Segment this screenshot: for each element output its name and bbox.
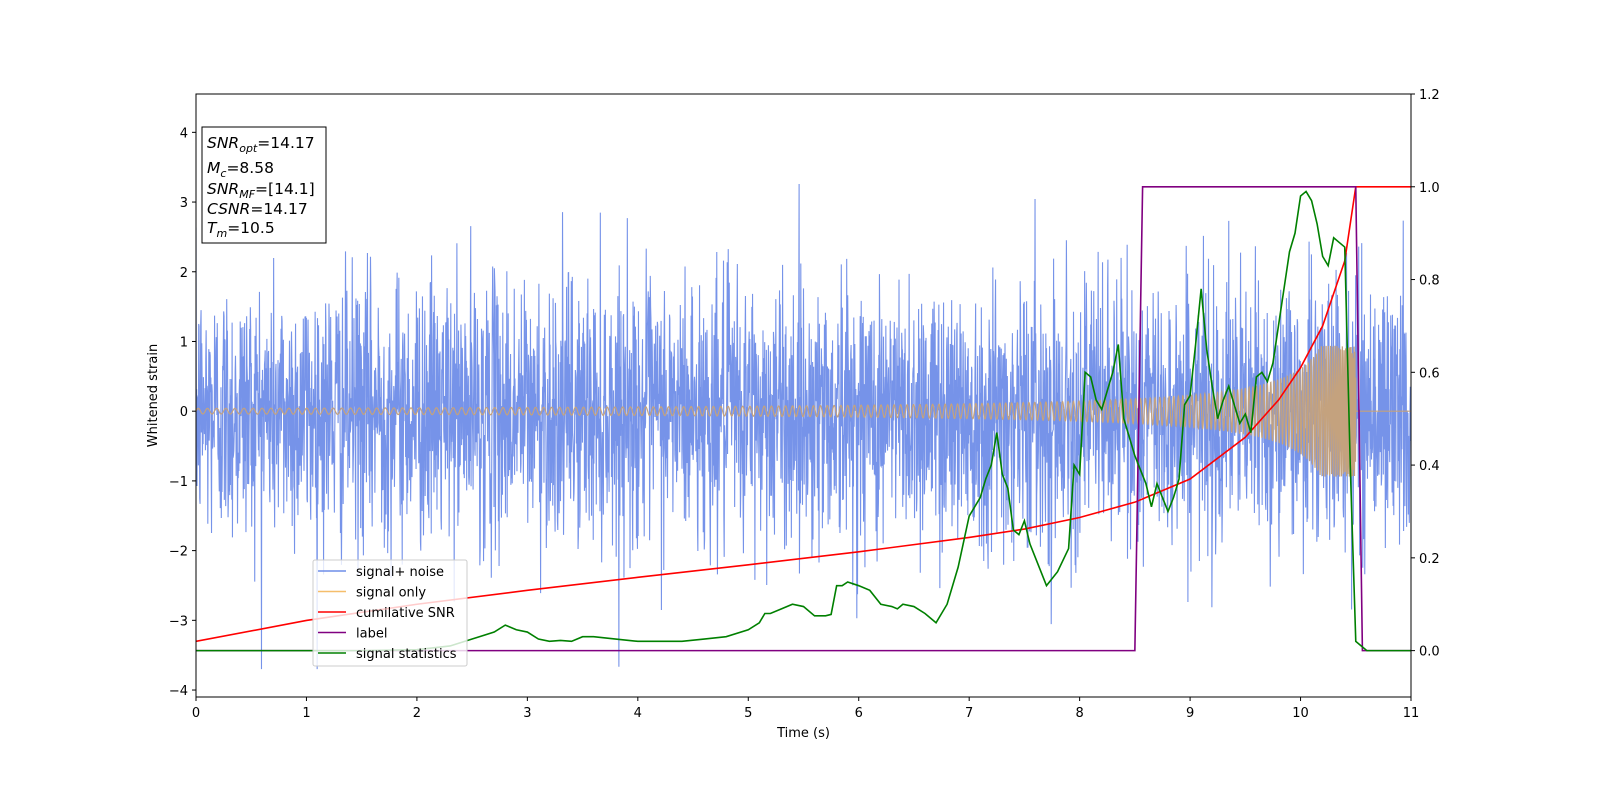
y-axis-right-ticks: 0.0 0.2 0.4 0.6 0.8 1.0 1.2: [1411, 88, 1440, 660]
y-right-tick-label: 0.0: [1419, 645, 1440, 660]
y-left-tick-label: 0: [180, 405, 188, 420]
x-tick-label: 9: [1186, 706, 1194, 721]
y-left-tick-label: 4: [180, 126, 188, 141]
x-tick-label: 5: [744, 706, 752, 721]
y-right-tick-label: 0.2: [1419, 552, 1440, 567]
x-tick-label: 1: [302, 706, 310, 721]
series-signal-only: [196, 345, 1411, 477]
x-tick-label: 10: [1292, 706, 1309, 721]
legend-label: signal only: [356, 586, 426, 601]
plot-frame: [195, 93, 1412, 698]
series-signal-noise: [196, 184, 1411, 670]
legend-label: signal+ noise: [356, 565, 444, 580]
info-csnr: CSNR=14.17: [207, 200, 308, 218]
y-axis-label: Whitened strain: [146, 344, 161, 447]
x-tick-label: 4: [634, 706, 642, 721]
x-tick-label: 8: [1075, 706, 1083, 721]
x-tick-label: 11: [1403, 706, 1420, 721]
y-left-tick-label: 3: [180, 196, 188, 211]
y-left-tick-label: −4: [169, 684, 188, 699]
x-tick-label: 6: [855, 706, 863, 721]
legend-frame: [312, 559, 468, 667]
y-left-tick-label: 2: [180, 266, 188, 281]
legend-label: signal statistics: [356, 647, 457, 662]
x-tick-label: 3: [523, 706, 531, 721]
info-merger-time: Tm=10.5: [207, 219, 275, 240]
info-box-frame: [201, 126, 327, 244]
legend-label: label: [356, 627, 387, 642]
y-right-tick-label: 1.0: [1419, 181, 1440, 196]
plot-marks: [196, 184, 1411, 670]
x-tick-label: 0: [192, 706, 200, 721]
y-axis-left-ticks: −4 −3 −2 −1 0 1 2 3 4: [169, 126, 196, 699]
y-left-tick-label: 1: [180, 335, 188, 350]
y-left-tick-label: −1: [169, 475, 188, 490]
y-left-tick-label: −3: [169, 614, 188, 629]
x-tick-label: 7: [965, 706, 973, 721]
info-snr-mf: SNRMF=[14.1]: [207, 180, 315, 201]
info-box: SNRopt=14.17 Mc=8.58 SNRMF=[14.1] CSNR=1…: [201, 126, 327, 244]
legend-label: cumilative SNR: [356, 606, 455, 621]
x-axis-ticks: 0 1 2 3 4 5 6 7 8 9 10 11: [192, 697, 1419, 721]
series-signal-statistics: [196, 190, 1411, 652]
legend: signal+ noise signal only cumilative SNR la…: [312, 559, 468, 667]
y-right-tick-label: 1.2: [1419, 88, 1440, 103]
y-left-tick-label: −2: [169, 545, 188, 560]
info-snr-opt: SNRopt=14.17: [207, 134, 315, 155]
series-cumulative-snr: [196, 185, 1411, 643]
y-right-tick-label: 0.8: [1419, 274, 1440, 289]
info-chirp-mass: Mc=8.58: [207, 159, 274, 180]
x-axis-label: Time (s): [776, 726, 830, 741]
y-right-tick-label: 0.4: [1419, 459, 1440, 474]
y-right-tick-label: 0.6: [1419, 366, 1440, 381]
x-tick-label: 2: [413, 706, 421, 721]
